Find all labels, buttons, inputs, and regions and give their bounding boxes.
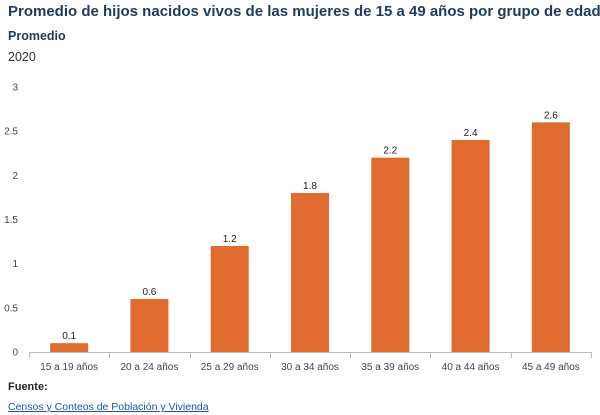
chart-subtitle: Promedio (8, 29, 66, 43)
data-label: 2.2 (383, 146, 397, 157)
bar (291, 193, 329, 352)
data-label: 1.8 (303, 181, 317, 192)
x-tick-label: 15 a 19 años (40, 362, 98, 373)
y-tick-label: 3 (12, 83, 18, 94)
x-tick-label: 30 a 34 años (281, 362, 339, 373)
data-label: 0.1 (62, 331, 76, 342)
bar (371, 157, 410, 352)
y-tick-label: 2.5 (4, 127, 18, 138)
y-tick-label: 0.5 (4, 303, 18, 314)
bar (50, 343, 89, 352)
x-tick-label: 35 a 39 años (361, 362, 419, 373)
data-label: 2.4 (464, 128, 478, 139)
bar (130, 299, 169, 352)
data-label: 1.2 (223, 234, 237, 245)
data-label: 0.6 (142, 287, 156, 298)
y-tick-label: 1.5 (4, 215, 18, 226)
chart-year: 2020 (8, 50, 36, 64)
x-tick-label: 20 a 24 años (121, 362, 179, 373)
y-tick-label: 0 (12, 348, 18, 359)
y-tick-label: 1 (12, 259, 18, 270)
y-axis: 0 0.5 1 1.5 2 2.5 3 (4, 83, 18, 359)
bar (210, 246, 249, 352)
x-tick-label: 25 a 29 años (201, 362, 259, 373)
x-axis: 15 a 19 años 20 a 24 años 25 a 29 años 30 a… (29, 352, 592, 373)
chart-title: Promedio de hijos nacidos vivos de las m… (8, 3, 600, 20)
x-tick-label: 40 a 44 años (442, 362, 500, 373)
y-tick-label: 2 (12, 171, 18, 182)
bars: 0.1 0.6 1.2 1.8 2.2 2.4 2.6 (50, 110, 570, 352)
bar (451, 140, 490, 352)
bar-chart: 0 0.5 1 1.5 2 2.5 3 15 a 19 años 20 a 24 años 25… (4, 83, 592, 373)
x-tick-label: 45 a 49 años (522, 362, 580, 373)
data-label: 2.6 (544, 110, 558, 121)
source-label: Fuente: (8, 381, 48, 393)
source-link[interactable]: Censos y Conteos de Población y Vivienda (8, 401, 209, 413)
bar (531, 122, 570, 352)
